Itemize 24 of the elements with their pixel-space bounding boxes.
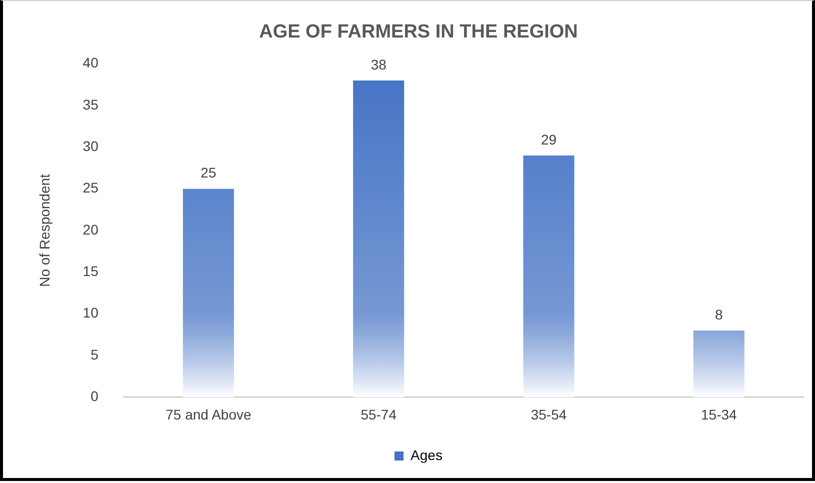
data-label: 29 [540,131,557,148]
y-tick-label: 20 [82,221,99,238]
y-tick-label: 10 [82,304,99,321]
y-tick-label: 5 [90,346,99,362]
x-tick-label: 15-34 [701,406,738,422]
data-label: 8 [715,306,724,322]
y-tick-label: 0 [90,388,99,404]
data-label: 38 [370,56,387,72]
y-tick-label: 30 [82,138,99,154]
y-tick-label: 25 [82,180,99,196]
bar [182,188,234,398]
y-tick-label: 15 [82,263,99,280]
bar [523,155,574,398]
data-label: 25 [200,164,216,181]
legend-label: Ages [410,446,442,463]
bar [353,80,404,398]
x-tick-label: 35-54 [530,406,567,422]
y-tick-label: 40 [82,54,99,71]
y-axis-title: No of Respondent [36,174,52,287]
y-tick-label: 35 [82,96,99,112]
chart-title: AGE OF FARMERS IN THE REGION [259,22,578,43]
x-tick-label: 55-74 [360,406,397,422]
x-tick-label: 75 and Above [166,406,252,422]
bar [693,330,744,398]
